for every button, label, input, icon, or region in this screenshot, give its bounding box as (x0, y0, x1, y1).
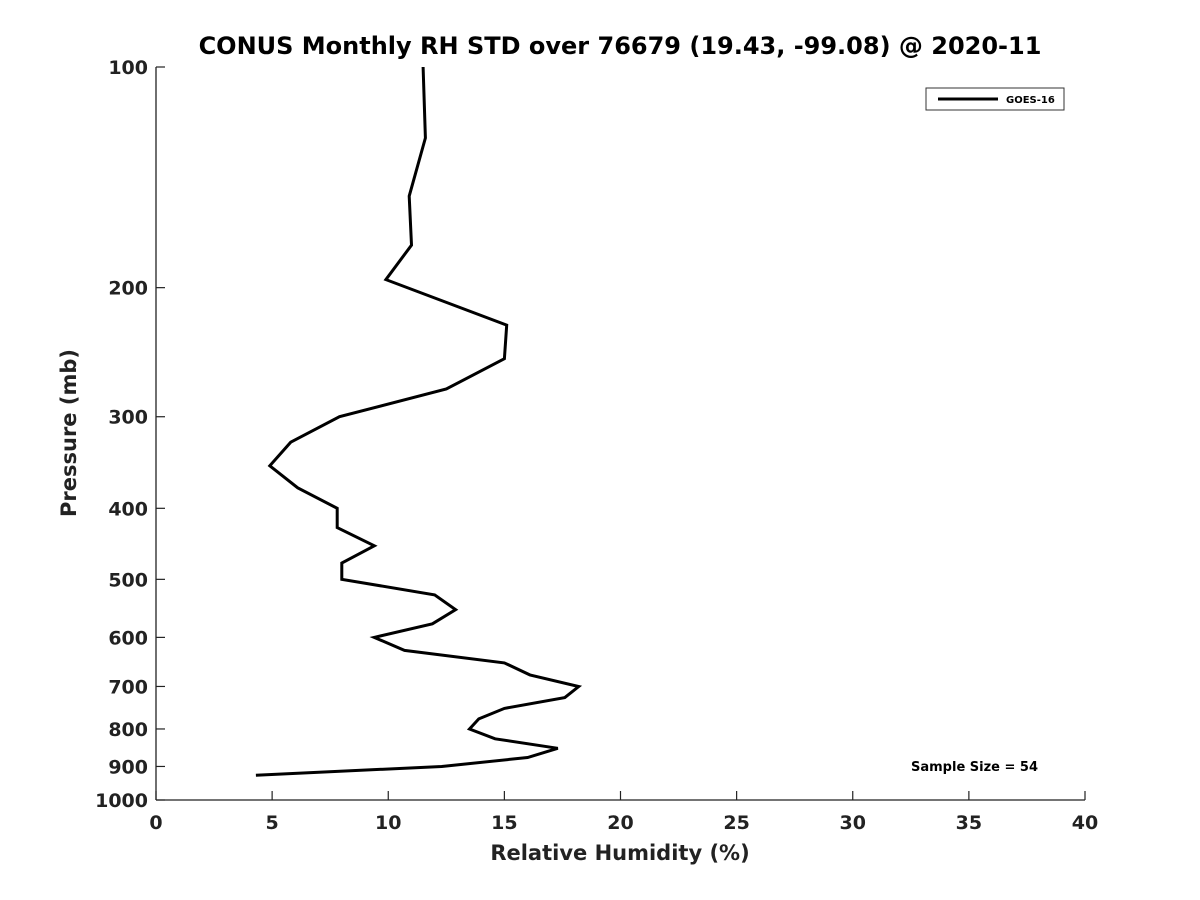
x-tick-label: 0 (149, 812, 162, 834)
x-tick-label: 20 (607, 812, 633, 834)
y-tick-label: 300 (108, 407, 148, 429)
y-tick-label: 400 (108, 498, 148, 520)
y-tick-label: 100 (108, 57, 148, 79)
plot-area (156, 67, 1085, 800)
y-tick-label: 200 (108, 278, 148, 300)
y-axis-label: Pressure (mb) (57, 349, 81, 517)
axis-ticks: 0 5 10 15 20 25 30 35 40 100 200 300 400 500 600 700 800… (95, 57, 1098, 834)
legend-entry-goes-16: GOES-16 (1006, 95, 1055, 106)
chart-title: CONUS Monthly RH STD over 76679 (19.43, … (199, 32, 1042, 60)
series-line-goes-16 (255, 66, 583, 777)
x-tick-label: 15 (491, 812, 517, 834)
series-layer (255, 66, 583, 777)
legend: GOES-16 (925, 87, 1065, 111)
sample-size-annotation: Sample Size = 54 (911, 760, 1038, 775)
x-tick-label: 10 (375, 812, 401, 834)
y-tick-label: 600 (108, 627, 148, 649)
x-tick-label: 25 (723, 812, 749, 834)
x-tick-label: 35 (956, 812, 982, 834)
x-tick-label: 30 (840, 812, 866, 834)
y-tick-label: 900 (108, 756, 148, 778)
x-tick-label: 40 (1072, 812, 1098, 834)
y-tick-label: 1000 (95, 790, 148, 812)
x-axis-label: Relative Humidity (%) (490, 841, 749, 865)
x-tick-label: 5 (266, 812, 279, 834)
y-tick-label: 800 (108, 719, 148, 741)
y-tick-label: 700 (108, 676, 148, 698)
y-tick-label: 500 (108, 569, 148, 591)
